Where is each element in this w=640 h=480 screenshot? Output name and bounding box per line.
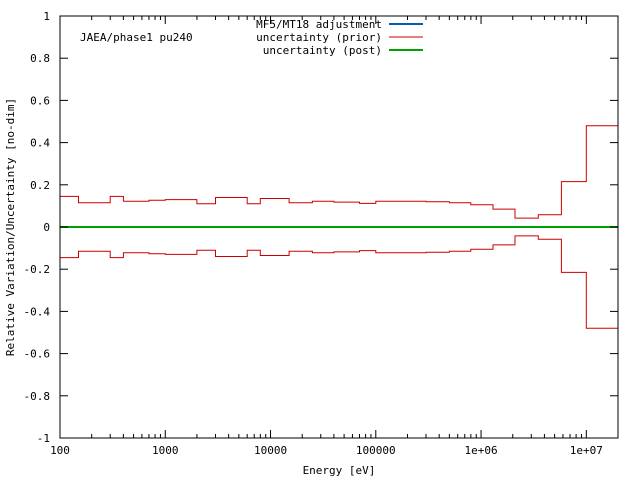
y-tick-label: -0.6 (24, 348, 51, 361)
ticks-layer: 100 1000 10000 100000 1e+06 1e+07 1 0.8 0.6 0.4 0.… (24, 10, 618, 457)
y-axis-label: Relative Variation/Uncertainty [no-dim] (4, 98, 17, 356)
y-tick-label: 0.8 (30, 52, 50, 65)
legend-label-uncertainty-prior: uncertainty (prior) (256, 31, 382, 44)
y-tick-label: 0.4 (30, 137, 50, 150)
series-layer (60, 125, 618, 329)
y-tick-label: 0.6 (30, 94, 50, 107)
x-axis-label: Energy [eV] (303, 464, 376, 477)
plot-annotation: JAEA/phase1 pu240 (80, 31, 193, 44)
legend-label-uncertainty-post: uncertainty (post) (263, 44, 382, 57)
x-tick-label: 100 (50, 444, 70, 457)
y-tick-label: -1 (37, 432, 50, 445)
x-tick-label: 1e+07 (570, 444, 603, 457)
y-tick-label: 0 (43, 221, 50, 234)
x-tick-label: 1e+06 (464, 444, 497, 457)
y-tick-label: -0.8 (24, 390, 51, 403)
x-tick-label: 10000 (254, 444, 287, 457)
y-tick-label: -0.2 (24, 263, 51, 276)
y-tick-label: -0.4 (24, 305, 51, 318)
legend-label-mf5-mt18-adjustment: MF5/MT18 adjustment (256, 18, 382, 31)
series-uncertainty-prior-lower (60, 235, 618, 329)
series-uncertainty-prior-upper (60, 125, 618, 219)
x-tick-label: 1000 (152, 444, 179, 457)
y-tick-label: 0.2 (30, 179, 50, 192)
x-tick-label: 100000 (356, 444, 396, 457)
y-tick-label: 1 (43, 10, 50, 23)
